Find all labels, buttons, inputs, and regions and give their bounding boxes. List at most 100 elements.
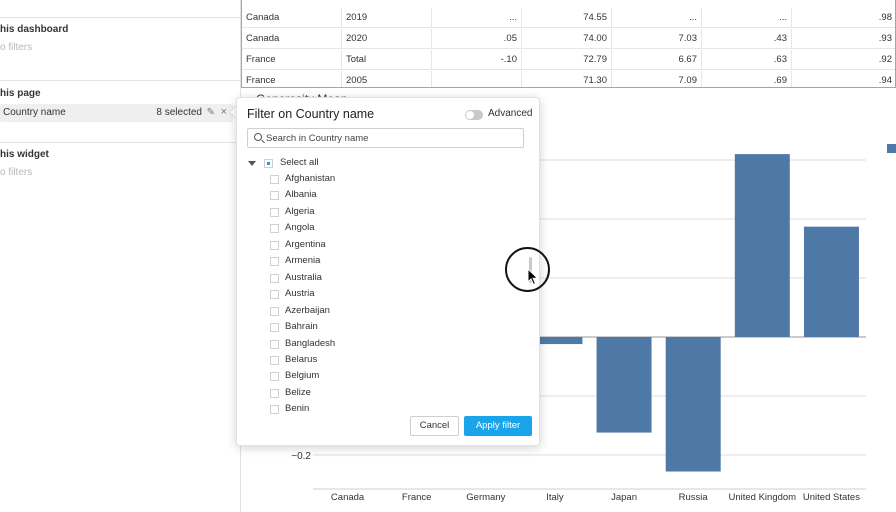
country-checkbox[interactable] (270, 388, 279, 398)
country-option-row[interactable]: Belarus (237, 353, 527, 369)
bar (527, 337, 583, 345)
x-tick-label: France (402, 492, 432, 503)
mouse-pointer-icon (527, 268, 539, 286)
country-checkbox[interactable] (270, 372, 279, 382)
country-option-label: Benin (285, 403, 310, 415)
country-option-row[interactable]: Algeria (237, 205, 527, 221)
search-icon (254, 133, 262, 141)
advanced-toggle[interactable] (465, 110, 483, 120)
country-checkbox[interactable] (270, 405, 279, 415)
toggle-knob (466, 111, 474, 119)
country-checkbox[interactable] (270, 191, 279, 201)
table-cell: 2020 (342, 29, 432, 49)
select-all-label: Select all (280, 157, 319, 168)
country-checkbox[interactable] (270, 273, 279, 283)
table-cell: 71.30 (522, 71, 612, 87)
filter-popover: Filter on Country name Advanced Select a… (236, 97, 540, 446)
table-cell: 2019 (342, 8, 432, 28)
country-option-row[interactable]: Bangladesh (237, 337, 527, 353)
country-option-label: Albania (285, 189, 317, 201)
table-cell: .93 (792, 29, 895, 49)
country-option-label: Bahrain (285, 321, 318, 333)
country-search-field[interactable] (247, 128, 524, 148)
divider (0, 17, 240, 18)
country-option-label: Angola (285, 222, 315, 234)
search-input[interactable] (266, 129, 516, 147)
filters-sidebar: his dashboard o filters his page Country… (0, 0, 241, 512)
x-tick-label: Russia (679, 492, 709, 503)
country-option-row[interactable]: Argentina (237, 238, 527, 254)
bar (596, 337, 652, 433)
divider (0, 142, 240, 143)
popover-caret (230, 105, 237, 119)
country-option-row[interactable]: Armenia (237, 254, 527, 270)
table-cell: .63 (702, 50, 792, 70)
cancel-button[interactable]: Cancel (410, 416, 459, 436)
advanced-label: Advanced (488, 108, 533, 119)
country-checkbox[interactable] (270, 290, 279, 300)
dashboard-filters-empty: o filters (0, 42, 33, 53)
pencil-icon[interactable]: ✎ (206, 107, 215, 118)
table-cell: .69 (702, 71, 792, 87)
x-tick-label: Germany (466, 492, 505, 503)
table-cell: 74.00 (522, 29, 612, 49)
table-cell: .92 (792, 50, 895, 70)
click-highlight-ring (505, 247, 550, 292)
country-name-filter-chip[interactable]: Country name 8 selected ✎ × (0, 104, 233, 122)
legend-swatch (887, 144, 896, 153)
collapse-caret-icon[interactable] (248, 161, 256, 166)
country-option-label: Belarus (285, 353, 318, 365)
country-checkbox[interactable] (270, 240, 279, 250)
apply-filter-button[interactable]: Apply filter (464, 416, 532, 436)
y-tick-label: −0.2 (291, 451, 311, 462)
country-option-label: Algeria (285, 205, 315, 217)
country-option-row[interactable]: Bahrain (237, 320, 527, 336)
country-checkbox[interactable] (270, 339, 279, 349)
table-cell: ... (702, 8, 792, 28)
popover-title: Filter on Country name (247, 107, 375, 121)
bar (803, 226, 859, 337)
country-option-row[interactable]: Albania (237, 188, 527, 204)
table-cell: Canada (242, 29, 342, 49)
divider (0, 80, 240, 81)
country-checkbox[interactable] (270, 306, 279, 316)
country-checkbox-list[interactable]: Select all Afghanistan Albania Algeria Ango… (237, 154, 537, 416)
table-cell: .43 (702, 29, 792, 49)
table-row: Canada 2019... 74.55...... .98 (242, 8, 895, 28)
country-option-row[interactable]: Angola (237, 221, 527, 237)
select-all-checkbox[interactable] (264, 159, 273, 168)
table-cell: .98 (792, 8, 895, 28)
country-checkbox[interactable] (270, 355, 279, 365)
table-cell: 72.79 (522, 50, 612, 70)
select-all-row[interactable]: Select all (237, 156, 527, 172)
country-checkbox[interactable] (270, 224, 279, 234)
country-option-label: Bangladesh (285, 337, 336, 349)
table-row: Canada 2020.05 74.00 7.03.43.93 (242, 29, 895, 49)
country-checkbox[interactable] (270, 323, 279, 333)
country-checkbox[interactable] (270, 207, 279, 217)
country-option-label: Australia (285, 271, 322, 283)
country-option-row[interactable]: Austria (237, 287, 527, 303)
country-option-row[interactable]: Azerbaijan (237, 304, 527, 320)
widget-filters-empty: o filters (0, 167, 33, 178)
table-cell: ... (432, 8, 522, 28)
country-option-row[interactable]: Belgium (237, 369, 527, 385)
table-cell: 7.03 (612, 29, 702, 49)
country-option-row[interactable]: Benin (237, 402, 527, 416)
country-option-row[interactable]: Afghanistan (237, 172, 527, 188)
country-checkbox[interactable] (270, 175, 279, 184)
country-option-row[interactable]: Belize (237, 386, 527, 402)
pivot-table-widget[interactable]: Canada 2019... 74.55...... .98 Canada 2020.05… (241, 0, 896, 88)
dashboard-filters-heading: his dashboard (0, 24, 69, 35)
filter-field-name: Country name (3, 107, 66, 118)
country-option-label: Argentina (285, 238, 326, 250)
close-icon[interactable]: × (220, 106, 227, 118)
bar (734, 154, 790, 337)
country-option-label: Afghanistan (285, 173, 336, 184)
country-option-row[interactable]: Australia (237, 271, 527, 287)
country-checkbox[interactable] (270, 257, 279, 267)
country-option-label: Armenia (285, 255, 321, 267)
table-cell: 6.67 (612, 50, 702, 70)
table-cell: France (242, 50, 342, 70)
